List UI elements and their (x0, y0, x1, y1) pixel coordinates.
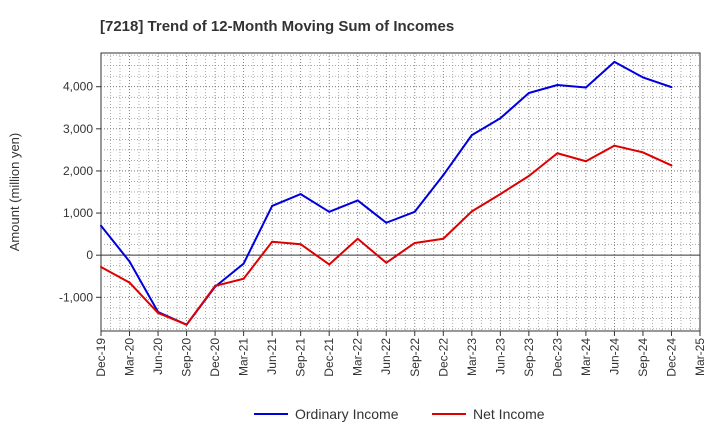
legend-label: Net Income (473, 406, 545, 422)
x-tick-label: Dec-22 (436, 338, 450, 377)
data-point (157, 311, 160, 314)
data-point (670, 86, 673, 89)
data-point (100, 265, 102, 268)
x-tick-label: Sep-23 (522, 338, 536, 377)
data-point (214, 284, 217, 287)
data-point (641, 76, 644, 79)
data-point (613, 144, 616, 147)
x-tick-label: Sep-24 (636, 338, 650, 377)
data-point (556, 84, 559, 87)
y-axis-label: Amount (million yen) (7, 133, 22, 252)
data-point (413, 241, 416, 244)
x-tick-label: Mar-20 (123, 338, 137, 376)
data-point (328, 263, 331, 266)
data-point (641, 151, 644, 154)
data-point (242, 262, 245, 265)
grid (101, 53, 700, 331)
data-point (328, 210, 331, 213)
data-point (271, 240, 274, 243)
data-point (499, 117, 502, 120)
legend-label: Ordinary Income (295, 406, 399, 422)
legend-item: Ordinary Income (254, 406, 399, 422)
data-point (299, 243, 302, 246)
y-tick-label: 1,000 (63, 206, 93, 220)
y-tick-label: -1,000 (59, 290, 93, 304)
chart-title: [7218] Trend of 12-Month Moving Sum of I… (100, 18, 454, 35)
x-tick-label: Mar-23 (465, 338, 479, 376)
y-tick-label: 2,000 (63, 164, 93, 178)
data-point (442, 174, 445, 177)
data-point (413, 210, 416, 213)
data-point (470, 134, 473, 137)
data-point (556, 152, 559, 155)
x-tick-label: Mar-22 (351, 338, 365, 376)
x-tick-label: Jun-23 (493, 338, 507, 375)
x-tick-label: Mar-21 (237, 338, 251, 376)
data-point (613, 60, 616, 63)
series-net-income (100, 144, 673, 326)
data-point (499, 193, 502, 196)
data-point (470, 210, 473, 213)
x-tick-label: Sep-22 (408, 338, 422, 377)
x-tick-label: Mar-24 (579, 338, 593, 376)
x-tick-label: Jun-24 (607, 338, 621, 375)
y-tick-label: 0 (86, 248, 93, 262)
data-point (527, 92, 530, 95)
data-point (128, 281, 131, 284)
data-point (356, 237, 359, 240)
x-tick-label: Dec-24 (664, 338, 678, 377)
x-tick-label: Sep-21 (294, 338, 308, 377)
x-tick-label: Jun-22 (379, 338, 393, 375)
series-layer (100, 60, 673, 326)
data-point (584, 86, 587, 89)
data-point (584, 160, 587, 163)
x-tick-label: Mar-25 (693, 338, 707, 376)
legend: Ordinary Income Net Income (254, 406, 545, 422)
data-point (527, 174, 530, 177)
plot-frame (100, 52, 701, 332)
plot-area (100, 52, 701, 332)
data-point (385, 261, 388, 264)
data-point (670, 164, 673, 167)
x-tick-label: Dec-23 (550, 338, 564, 377)
data-point (356, 199, 359, 202)
x-tick-label: Dec-20 (208, 338, 222, 377)
data-point (385, 221, 388, 224)
data-point (128, 260, 131, 263)
y-tick-label: 4,000 (63, 80, 93, 94)
x-tick-label: Dec-19 (94, 338, 108, 377)
data-point (242, 277, 245, 280)
x-tick-label: Jun-20 (151, 338, 165, 375)
data-point (100, 224, 102, 227)
data-point (185, 323, 188, 326)
data-point (271, 204, 274, 207)
x-tick-label: Dec-21 (322, 338, 336, 377)
x-tick-label: Sep-20 (180, 338, 194, 377)
x-tick-label: Jun-21 (265, 338, 279, 375)
legend-item: Net Income (432, 406, 545, 422)
x-axis: Dec-19 Mar-20 Jun-20 Sep-20 Dec-20 Mar-21 Jun-… (94, 331, 707, 377)
y-axis: -1,000 0 1,000 2,000 3,000 4,000 (59, 80, 101, 304)
data-point (442, 237, 445, 240)
data-point (299, 193, 302, 196)
y-tick-label: 3,000 (63, 122, 93, 136)
